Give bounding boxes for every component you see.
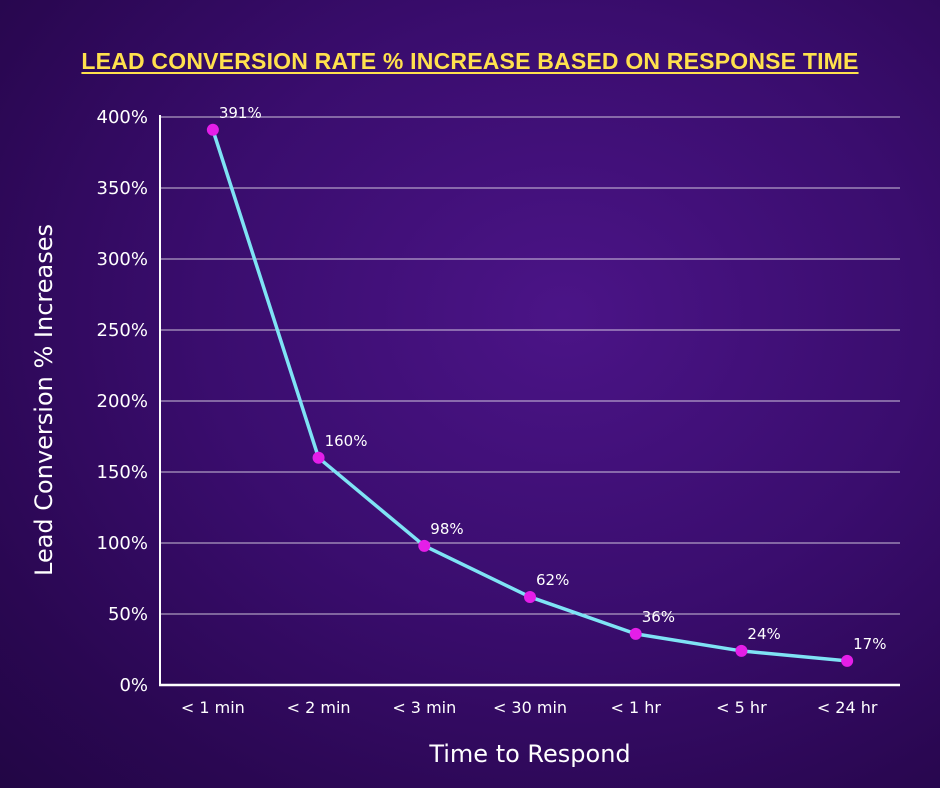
- y-tick-label: 150%: [97, 462, 148, 483]
- data-point: [418, 539, 431, 552]
- data-label: 24%: [747, 625, 780, 643]
- data-label: 62%: [536, 571, 569, 589]
- series-line-path: [211, 129, 848, 663]
- data-label: 17%: [853, 635, 886, 653]
- x-axis-label: Time to Respond: [429, 740, 631, 768]
- data-point: [629, 627, 642, 640]
- data-label: 36%: [642, 608, 675, 626]
- series-line: [211, 129, 848, 663]
- x-tick-label: < 5 hr: [716, 698, 767, 717]
- x-tick-label: < 24 hr: [817, 698, 878, 717]
- x-tick-label: < 1 min: [181, 698, 245, 717]
- y-tick-label: 400%: [97, 107, 148, 128]
- x-tick-label: < 3 min: [392, 698, 456, 717]
- y-tick-label: 200%: [97, 391, 148, 412]
- data-label: 98%: [430, 520, 463, 538]
- y-tick-label: 0%: [119, 675, 148, 696]
- data-point: [312, 451, 325, 464]
- y-tick-label: 300%: [97, 249, 148, 270]
- data-label: 391%: [219, 104, 262, 122]
- axes: [159, 115, 900, 687]
- data-point: [206, 123, 219, 136]
- data-point: [524, 590, 536, 603]
- x-tick-label: < 2 min: [287, 698, 351, 717]
- x-tick-label: < 30 min: [493, 698, 567, 717]
- data-point: [735, 644, 748, 657]
- x-tick-label: < 1 hr: [610, 698, 661, 717]
- y-tick-labels: 0% 50% 100% 150% 200% 250% 300% 350% 400%: [97, 107, 148, 696]
- x-tick-labels: < 1 min < 2 min < 3 min < 30 min < 1 hr < 5 h…: [181, 698, 878, 717]
- y-tick-label: 50%: [108, 604, 148, 625]
- data-label: 160%: [325, 432, 368, 450]
- y-tick-label: 350%: [97, 178, 148, 199]
- gridlines: [160, 116, 900, 615]
- y-tick-label: 100%: [97, 533, 148, 554]
- y-tick-label: 250%: [97, 320, 148, 341]
- chart-title: LEAD CONVERSION RATE % INCREASE BASED ON…: [81, 48, 859, 74]
- data-labels: 391% 160% 98% 62% 36% 24% 17%: [219, 104, 887, 653]
- data-points: [206, 123, 854, 667]
- data-point: [841, 654, 854, 667]
